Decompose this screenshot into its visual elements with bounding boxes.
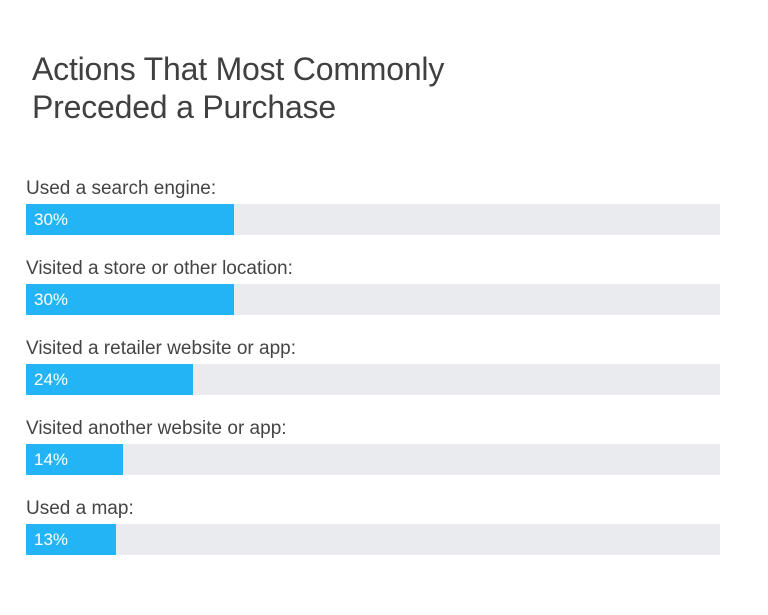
bar-track: 30%	[26, 204, 720, 235]
bar	[26, 524, 117, 555]
bar-track: 30%	[26, 284, 720, 315]
bar	[26, 444, 124, 475]
bar-group: Visited another website or app: 14%	[26, 418, 720, 498]
value-label: 14%	[34, 450, 69, 469]
value-label: 30%	[34, 210, 69, 229]
bar	[26, 364, 193, 395]
bar	[26, 204, 235, 235]
chart-title: Actions That Most Commonly Preceded a Pu…	[32, 50, 632, 126]
value-label: 30%	[34, 290, 69, 309]
chart-title-line-1: Actions That Most Commonly	[32, 51, 445, 87]
value-label: 24%	[34, 370, 69, 389]
chart-title-line-2: Preceded a Purchase	[32, 89, 336, 125]
category-label: Used a map:	[26, 498, 134, 519]
category-label: Visited another website or app:	[26, 418, 287, 439]
bar-track: 24%	[26, 364, 720, 395]
bar-track: 14%	[26, 444, 720, 475]
value-label: 13%	[34, 530, 69, 549]
bar-group: Used a search engine: 30%	[26, 178, 720, 258]
bar-group: Visited a store or other location: 30%	[26, 258, 720, 338]
bar-track: 13%	[26, 524, 720, 555]
category-label: Used a search engine:	[26, 178, 217, 199]
bar-group: Visited a retailer website or app: 24%	[26, 338, 720, 418]
bar-group: Used a map: 13%	[26, 498, 720, 578]
bar-chart: Used a search engine: 30% Visited a stor…	[26, 178, 720, 578]
category-label: Visited a store or other location:	[26, 258, 293, 279]
bar	[26, 284, 235, 315]
category-label: Visited a retailer website or app:	[26, 338, 297, 359]
